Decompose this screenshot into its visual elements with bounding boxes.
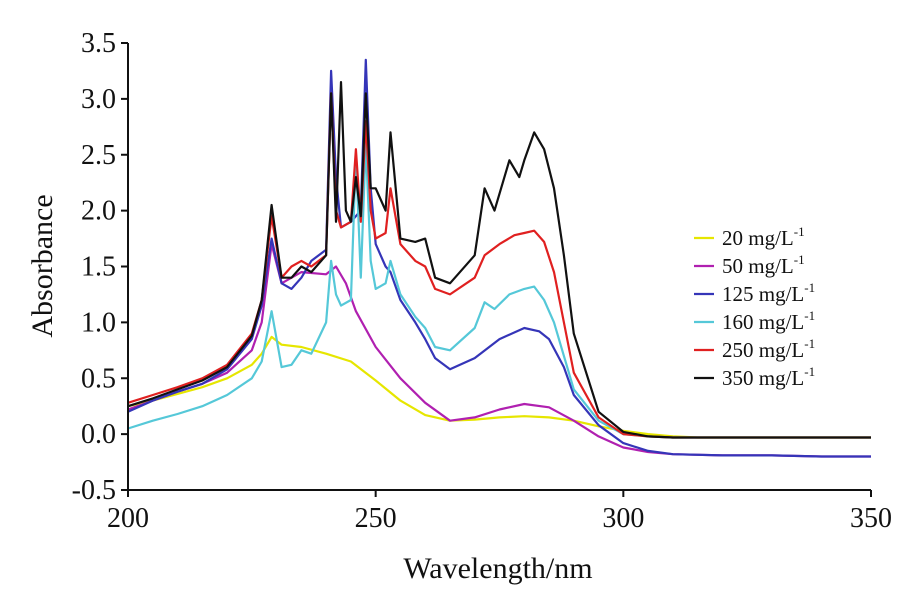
x-tick-label: 300 <box>602 503 644 534</box>
y-tick-label: 0.0 <box>81 419 116 450</box>
x-axis-title: Wavelength/nm <box>403 552 592 585</box>
y-tick-label: 3.0 <box>81 84 116 115</box>
legend-label: 250 mg/L-1 <box>722 336 815 362</box>
legend-label: 350 mg/L-1 <box>722 364 815 390</box>
legend-label: 125 mg/L-1 <box>722 280 815 306</box>
y-tick-label: 2.5 <box>81 140 116 171</box>
x-tick-label: 200 <box>107 503 149 534</box>
legend-label: 20 mg/L-1 <box>722 224 805 250</box>
series-line-125-mg-l <box>127 58 871 458</box>
y-tick-label: 2.0 <box>81 196 116 227</box>
legend-label: 160 mg/L-1 <box>722 308 815 334</box>
y-tick-label: 1.5 <box>81 252 116 283</box>
x-tick-label: 250 <box>355 503 397 534</box>
y-axis-title: Absorbance <box>26 194 59 337</box>
x-tick-label: 350 <box>850 503 892 534</box>
y-tick-label: 1.0 <box>81 307 116 338</box>
legend-label: 50 mg/L-1 <box>722 252 805 278</box>
y-tick-label: -0.5 <box>72 475 116 506</box>
y-tick-label: 0.5 <box>81 363 116 394</box>
series-line-160-mg-l <box>127 142 871 439</box>
y-tick-label: 3.5 <box>81 28 116 59</box>
series-line-350-mg-l <box>127 81 871 439</box>
series-layer <box>127 58 871 458</box>
ticks-layer: -0.5 0.0 0.5 1.0 1.5 2.0 2.5 3.0 3.5 200 250 300 350 <box>72 28 892 534</box>
